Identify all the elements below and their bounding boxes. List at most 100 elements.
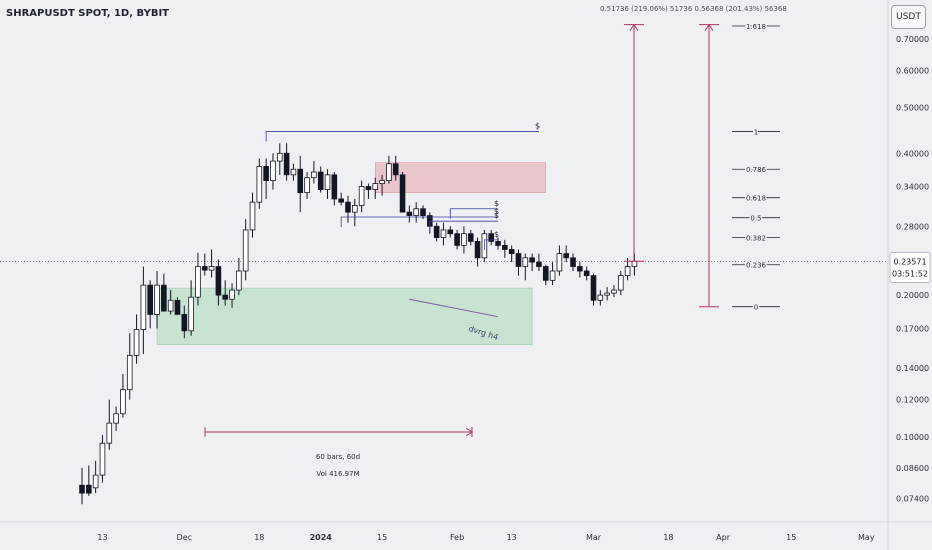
candle[interactable] xyxy=(563,245,570,263)
candle[interactable] xyxy=(529,253,535,272)
candle[interactable] xyxy=(201,253,208,276)
candle[interactable] xyxy=(433,222,440,242)
candle[interactable] xyxy=(467,229,474,246)
candle-body xyxy=(188,296,194,332)
candle[interactable] xyxy=(79,467,85,505)
candle[interactable] xyxy=(365,183,372,199)
candle[interactable] xyxy=(256,158,263,209)
candle[interactable] xyxy=(229,283,235,308)
price-tick-label: 0.70000 xyxy=(896,35,929,44)
candle[interactable] xyxy=(188,280,194,336)
candle[interactable] xyxy=(113,406,119,431)
candle[interactable] xyxy=(392,155,399,181)
candle[interactable] xyxy=(297,155,304,213)
candle[interactable] xyxy=(604,287,610,301)
candle[interactable] xyxy=(304,172,310,199)
candle[interactable] xyxy=(120,374,126,418)
candle[interactable] xyxy=(249,192,256,238)
liquidity-level-line[interactable] xyxy=(340,216,499,227)
candle[interactable] xyxy=(174,297,181,315)
candle[interactable] xyxy=(331,172,338,206)
candle[interactable] xyxy=(488,229,494,246)
candle[interactable] xyxy=(106,399,113,450)
candle[interactable] xyxy=(290,163,297,181)
candle[interactable] xyxy=(399,172,406,213)
candle[interactable] xyxy=(208,249,215,278)
candle[interactable] xyxy=(236,257,242,296)
candle[interactable] xyxy=(195,252,201,306)
candle[interactable] xyxy=(536,253,542,272)
candle[interactable] xyxy=(447,226,454,238)
liquidity-level-label: $ xyxy=(494,199,499,208)
candle[interactable] xyxy=(379,174,385,196)
candle[interactable] xyxy=(154,271,160,329)
candle[interactable] xyxy=(406,205,413,223)
candle[interactable] xyxy=(351,198,358,227)
candle[interactable] xyxy=(311,161,317,184)
candle[interactable] xyxy=(577,262,583,278)
candle[interactable] xyxy=(495,237,501,250)
candle[interactable] xyxy=(583,266,590,281)
time-tick-label: Feb xyxy=(450,533,464,542)
candle[interactable] xyxy=(413,202,419,223)
candle[interactable] xyxy=(461,226,467,254)
candle-body xyxy=(536,261,542,267)
candle[interactable] xyxy=(276,143,283,175)
candle[interactable] xyxy=(283,143,290,181)
candle[interactable] xyxy=(215,259,222,306)
currency-selector[interactable]: USDT xyxy=(891,5,926,29)
candle-body xyxy=(365,186,372,190)
divergence-line[interactable] xyxy=(409,298,499,318)
candle[interactable] xyxy=(317,166,324,193)
liquidity-level-line[interactable] xyxy=(483,239,499,250)
measure-arrow-head xyxy=(629,23,639,31)
candle-body xyxy=(161,284,167,312)
candle-body xyxy=(467,233,474,242)
candle[interactable] xyxy=(338,192,344,206)
candle[interactable] xyxy=(126,333,133,400)
candle[interactable] xyxy=(570,253,576,272)
candle[interactable] xyxy=(86,465,92,496)
candle-body xyxy=(420,208,426,216)
liquidity-level-line[interactable] xyxy=(449,208,499,219)
candle[interactable] xyxy=(522,253,529,281)
candle[interactable] xyxy=(549,262,556,286)
candle[interactable] xyxy=(454,229,460,250)
candle[interactable] xyxy=(386,155,392,184)
candle[interactable] xyxy=(372,177,379,199)
candle[interactable] xyxy=(474,237,481,267)
candle[interactable] xyxy=(167,290,174,315)
candle[interactable] xyxy=(99,434,106,483)
candle[interactable] xyxy=(222,280,229,306)
candle[interactable] xyxy=(502,239,508,258)
candle[interactable] xyxy=(92,460,99,494)
candle[interactable] xyxy=(324,169,331,199)
candle[interactable] xyxy=(270,153,276,190)
candle[interactable] xyxy=(263,158,269,199)
candle[interactable] xyxy=(590,273,597,306)
liquidity-level-line[interactable] xyxy=(429,220,499,232)
candle[interactable] xyxy=(358,180,365,213)
candle[interactable] xyxy=(556,245,563,276)
candle[interactable] xyxy=(440,222,447,246)
candle[interactable] xyxy=(611,285,617,298)
candle[interactable] xyxy=(147,280,154,329)
candle[interactable] xyxy=(617,271,624,296)
demand-zone[interactable] xyxy=(156,287,533,345)
candle[interactable] xyxy=(242,219,249,281)
liquidity-level-line[interactable] xyxy=(265,131,539,142)
candle[interactable] xyxy=(345,195,351,223)
candle[interactable] xyxy=(181,305,188,339)
candle[interactable] xyxy=(508,245,515,263)
candle[interactable] xyxy=(597,290,604,306)
candle[interactable] xyxy=(515,249,522,276)
candle[interactable] xyxy=(161,273,167,312)
candle-body xyxy=(201,266,208,271)
candle-body xyxy=(447,229,454,235)
candle[interactable] xyxy=(542,264,549,286)
candle-body xyxy=(413,208,419,216)
candle[interactable] xyxy=(133,314,140,364)
candle[interactable] xyxy=(140,266,147,354)
